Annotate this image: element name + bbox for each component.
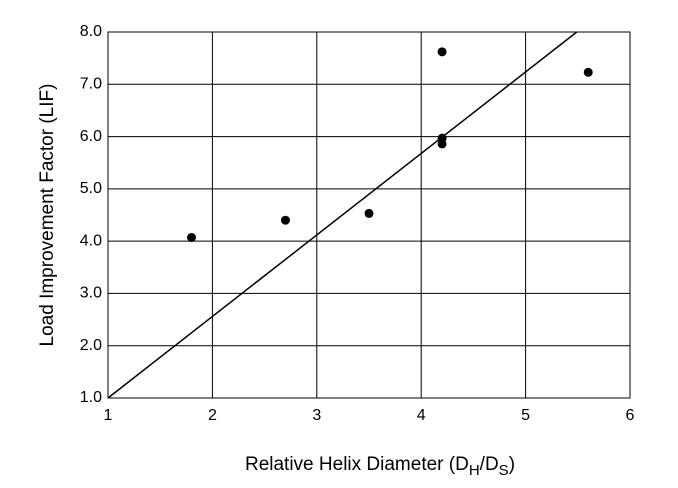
- y-tick-label: 4.0: [80, 232, 102, 249]
- y-tick-label: 1.0: [80, 389, 102, 406]
- x-label-sub: H: [469, 462, 480, 479]
- trend-line: [107, 31, 578, 399]
- x-tick-label: 4: [417, 407, 426, 424]
- y-tick-label: 6.0: [80, 128, 102, 145]
- point: [437, 47, 447, 57]
- x-tick-label: 2: [208, 407, 217, 424]
- x-label-part: ): [509, 454, 515, 475]
- point: [187, 232, 197, 242]
- y-tick-label: 2.0: [80, 337, 102, 354]
- y-tick-label: 3.0: [80, 285, 102, 302]
- x-tick-label: 3: [312, 407, 321, 424]
- y-tick-label: 8.0: [80, 23, 102, 40]
- y-tick-label: 5.0: [80, 180, 102, 197]
- point: [280, 215, 290, 225]
- x-axis-label: Relative Helix Diameter (DH/DS): [245, 454, 515, 479]
- point: [364, 208, 374, 218]
- x-tick-label: 5: [521, 407, 530, 424]
- x-label-part: /D: [480, 454, 499, 475]
- x-tick-label: 1: [104, 407, 113, 424]
- plot-border: [107, 31, 631, 399]
- x-label-part: Relative Helix Diameter (D: [245, 454, 469, 475]
- x-label-sub: S: [499, 462, 509, 479]
- y-axis-label: Load Improvement Factor (LIF): [37, 84, 58, 347]
- y-tick-label: 7.0: [80, 76, 102, 93]
- point: [437, 139, 447, 149]
- point: [583, 67, 593, 77]
- x-tick-label: 6: [626, 407, 635, 424]
